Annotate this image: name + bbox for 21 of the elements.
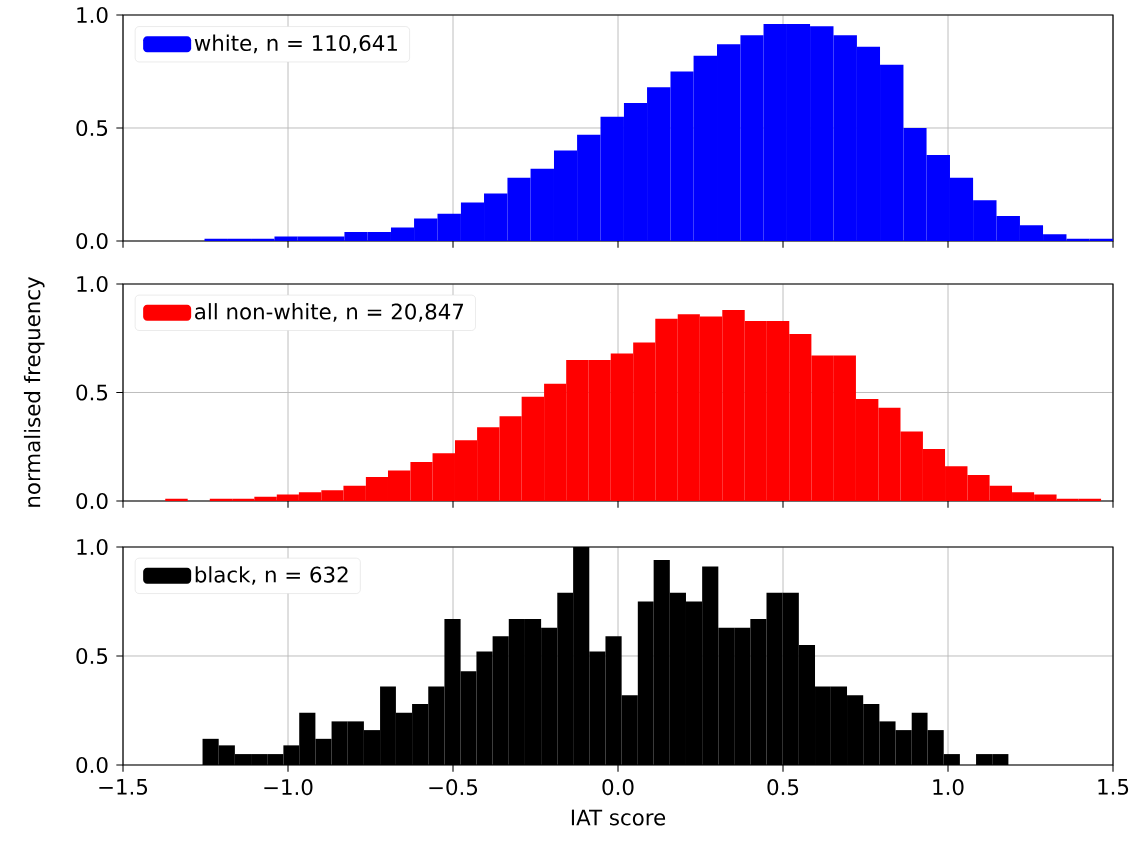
- legend-label: black, n = 632: [195, 566, 348, 585]
- y-tick-label: 0.5: [76, 647, 108, 665]
- x-tick-label: −0.5: [429, 779, 478, 796]
- x-tick-label: 0.0: [602, 779, 634, 796]
- y-tick-label: 0.0: [76, 492, 108, 510]
- x-tick-label: −1.5: [99, 779, 148, 795]
- y-tick-label: 1.0: [77, 538, 108, 556]
- y-tick-label: 1.0: [77, 6, 108, 24]
- y-tick-label: 0.0: [76, 232, 108, 250]
- legend-label: all non-white, n = 20,847: [195, 303, 464, 322]
- y-tick-label: 0.5: [76, 119, 108, 137]
- legend-label: white, n = 110,641: [194, 34, 397, 54]
- y-tick-label: 1.0: [77, 275, 108, 293]
- x-tick-label: 1.5: [1098, 779, 1129, 795]
- y-axis-title: normalised frequency: [23, 276, 45, 507]
- x-axis-title: IAT score: [571, 809, 666, 826]
- x-tick-label: 0.5: [767, 779, 799, 796]
- y-tick-label: 0.5: [76, 384, 108, 401]
- x-tick-label: 1.0: [933, 779, 964, 796]
- y-tick-label: 0.0: [76, 756, 108, 774]
- x-tick-label: −1.0: [264, 779, 313, 796]
